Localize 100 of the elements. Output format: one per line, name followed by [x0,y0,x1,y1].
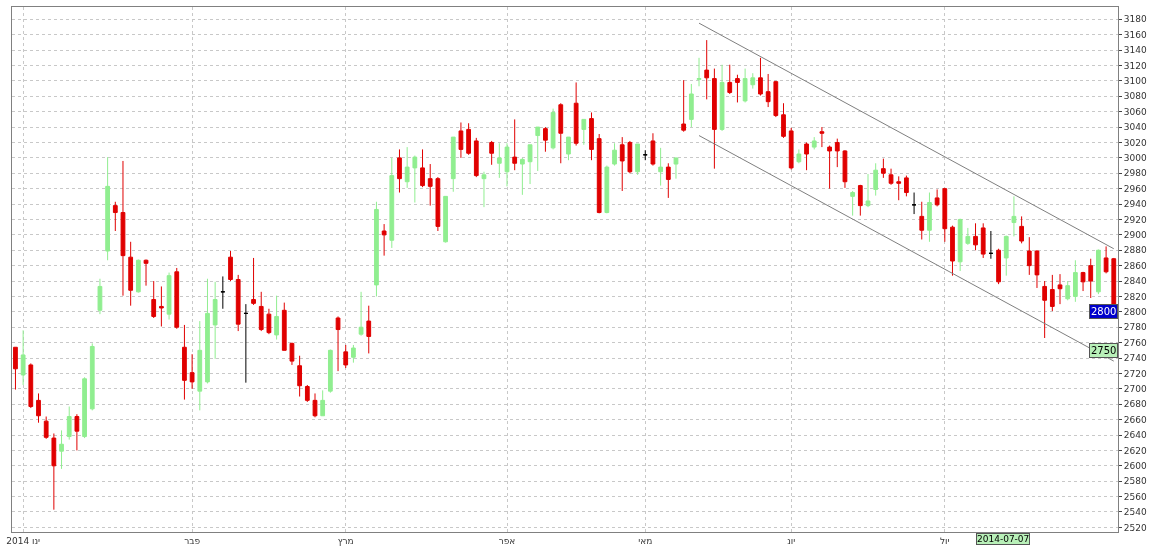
candlestick [550,108,556,150]
candlestick [658,147,663,187]
candlestick [1034,249,1040,289]
candlestick [519,157,525,196]
candlestick [397,148,402,194]
candlestick [297,355,303,398]
candlestick [673,157,679,180]
candlestick [573,81,579,147]
candlestick [950,225,955,277]
candlestick [481,171,487,208]
candlestick [281,302,287,351]
candlestick [965,227,971,246]
candlestick [719,64,725,132]
y-tick-label: 2980 [1123,168,1147,179]
candlestick [274,295,279,341]
candlestick [220,275,226,310]
candlestick [996,248,1001,285]
candlestick [788,127,794,170]
candlestick [1080,271,1086,292]
text: 2014-07-07 [977,534,1030,544]
candlestick [650,132,656,167]
candlestick [320,389,326,417]
candlestick [358,291,364,337]
candlestick [1026,236,1032,276]
candlestick [66,406,72,441]
y-tick-label: 2580 [1123,476,1147,487]
candlestick [589,111,594,161]
candlestick [896,175,902,201]
candlestick [727,64,733,95]
candlestick [43,416,49,440]
candlestick [1065,280,1071,301]
candlestick [681,79,687,133]
candlestick [904,175,909,197]
candlestick [404,146,410,189]
candlestick [59,429,64,470]
candlestick [688,83,694,128]
candlestick [166,272,172,321]
candlestick [235,274,241,332]
candlestick [665,162,671,199]
candlestick [374,201,379,297]
candlestick [1049,274,1055,312]
x-tick-label: 2014 ינו [6,535,41,546]
candlestick [704,39,710,100]
candlestick [543,126,548,153]
annotation: 2800 [1091,306,1117,317]
candlestick [1003,235,1009,277]
y-tick-label: 2640 [1123,430,1147,441]
candlestick [811,136,817,150]
candlestick [135,258,141,294]
candlestick [74,413,80,451]
candlestick [535,126,541,172]
candlestick [327,349,333,394]
candlestick [289,342,295,366]
y-tick-label: 2620 [1123,445,1147,456]
y-tick-label: 3020 [1123,137,1147,148]
y-tick-label: 2660 [1123,414,1147,425]
x-tick-label: יול [940,535,950,546]
candlestick [443,195,448,244]
candlestick [635,143,640,176]
y-tick-label: 3080 [1123,91,1147,102]
candlestick [857,184,863,217]
candlestick [489,140,495,166]
candlestick [1011,195,1017,237]
candlestick [865,173,871,208]
candlestick [228,250,233,282]
candlestick [934,188,940,207]
candlestick [758,57,763,97]
candlestick [205,278,210,384]
candlestick [712,68,717,170]
y-tick-label: 2820 [1123,291,1147,302]
candlestick [197,320,203,411]
candlestick [1057,273,1063,305]
y-tick-label: 2600 [1123,460,1147,471]
y-tick-label: 2540 [1123,507,1147,518]
candlestick [512,118,518,171]
candlestick [243,303,249,384]
candlestick [796,148,802,164]
candlestick [351,344,356,364]
candlestick [312,392,318,418]
candlestick [427,163,433,207]
candlestick [89,342,95,411]
candlestick [51,432,57,511]
candlestick [473,137,479,178]
y-tick-label: 2680 [1123,399,1147,410]
y-tick-label: 2560 [1123,491,1147,502]
candlestick [112,201,118,232]
candlestick [596,133,602,214]
y-tick-label: 3120 [1123,60,1147,71]
candlestick [735,74,740,103]
candlestick [458,121,464,159]
y-tick-label: 2720 [1123,368,1147,379]
candlestick [450,136,456,193]
candlestick [804,141,809,171]
candlestick [82,376,87,439]
candlestick [1019,215,1024,244]
candlestick [504,142,510,187]
y-tick-label: 3140 [1123,45,1147,56]
x-tick-label: מרץ [337,535,354,546]
y-tick-label: 2740 [1123,353,1147,364]
candlestick [911,192,917,215]
